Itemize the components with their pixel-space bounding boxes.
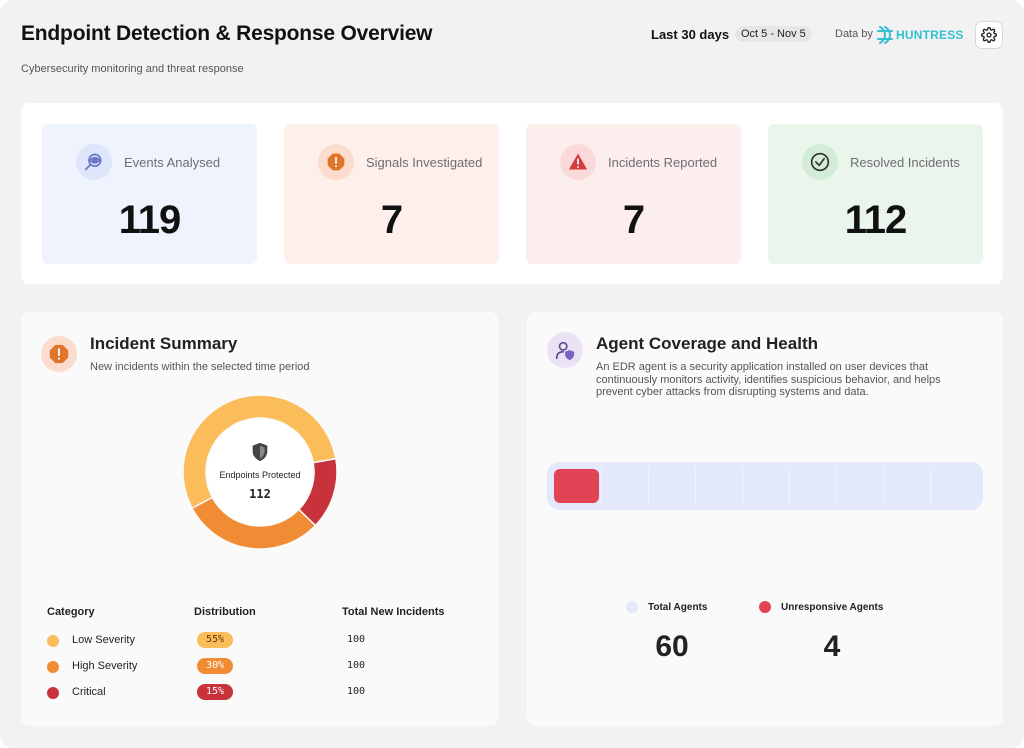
donut-center-label: Endpoints Protected: [219, 470, 301, 480]
category-label: Low Severity: [72, 634, 135, 646]
stat-card-incidents-reported: Incidents Reported 7: [526, 124, 741, 264]
coverage-tick: [742, 468, 743, 504]
data-source-label: Data by: [835, 28, 873, 40]
stat-card-events-analysed: Events Analysed 119: [42, 124, 257, 264]
legend-dot: [759, 601, 771, 613]
legend-unresponsive-agents: Unresponsive Agents: [759, 601, 883, 613]
coverage-tick: [695, 468, 696, 504]
date-range-label[interactable]: Last 30 days: [651, 27, 730, 42]
stats-panel: Events Analysed 119 Signals Investigated…: [21, 103, 1003, 284]
severity-dot: [47, 635, 59, 647]
total-value: 100: [347, 634, 366, 645]
unresponsive-agents-value: 4: [823, 630, 841, 663]
settings-button[interactable]: [975, 21, 1003, 49]
stat-label: Resolved Incidents: [850, 154, 960, 170]
huntress-logo-icon: [877, 26, 893, 44]
donut-hole: [207, 419, 313, 525]
severity-donut-chart: [183, 395, 337, 549]
incident-summary-panel: Incident Summary New incidents within th…: [21, 312, 498, 726]
donut-center-value: 112: [249, 487, 271, 501]
coverage-tick: [883, 468, 884, 504]
brand-name: HUNTRESS: [896, 28, 964, 42]
page-subtitle: Cybersecurity monitoring and threat resp…: [21, 63, 244, 75]
distribution-badge: 15%: [197, 684, 233, 700]
stat-value: 7: [622, 198, 645, 242]
unresponsive-agents-fill: [554, 469, 599, 503]
legend-label: Unresponsive Agents: [781, 601, 884, 613]
donut-slice-low-severity: [183, 395, 337, 510]
legend-label: Total Agents: [648, 601, 708, 613]
agent-coverage-bar: [547, 462, 983, 510]
stat-value: 119: [118, 198, 182, 242]
agent-coverage-description: An EDR agent is a security application i…: [596, 361, 941, 398]
agent-coverage-title: Agent Coverage and Health: [596, 334, 818, 353]
agent-coverage-panel: Agent Coverage and Health An EDR agent i…: [527, 312, 1003, 726]
page-title: Endpoint Detection & Response Overview: [21, 22, 433, 45]
shield-icon: [249, 441, 271, 468]
severity-dot: [47, 661, 59, 673]
warning-triangle-icon: [560, 144, 596, 180]
stat-card-resolved-incidents: Resolved Incidents 112: [768, 124, 983, 264]
column-header-distribution: Distribution: [194, 606, 256, 618]
stat-card-signals-investigated: Signals Investigated 7: [284, 124, 499, 264]
alert-octagon-icon: [41, 336, 77, 372]
total-agents-value: 60: [655, 630, 689, 663]
distribution-badge: 30%: [197, 658, 233, 674]
coverage-tick: [648, 468, 649, 504]
distribution-badge: 55%: [197, 632, 233, 648]
coverage-tick: [836, 468, 837, 504]
coverage-tick: [601, 468, 602, 504]
column-header-category: Category: [47, 606, 95, 618]
alert-octagon-icon: [318, 144, 354, 180]
incident-summary-description: New incidents within the selected time p…: [90, 361, 310, 373]
total-value: 100: [347, 660, 366, 671]
total-value: 100: [347, 686, 366, 697]
column-header-total: Total New Incidents: [342, 606, 445, 618]
stat-value: 7: [380, 198, 403, 242]
incident-summary-title: Incident Summary: [90, 334, 238, 353]
gear-icon: [981, 27, 997, 43]
coverage-tick: [789, 468, 790, 504]
stat-value: 112: [844, 198, 908, 242]
stat-label: Incidents Reported: [608, 154, 718, 170]
table-row: Low Severity 55% 100: [47, 630, 487, 650]
legend-total-agents: Total Agents: [626, 601, 707, 613]
severity-dot: [47, 687, 59, 699]
table-row: Critical 15% 100: [47, 682, 487, 702]
check-circle-icon: [802, 144, 838, 180]
eye-search-icon: [76, 144, 112, 180]
category-label: High Severity: [72, 660, 138, 672]
category-label: Critical: [72, 686, 106, 698]
huntress-logo: HUNTRESS: [877, 25, 964, 45]
table-row: High Severity 30% 100: [47, 656, 487, 676]
coverage-tick: [930, 468, 931, 504]
legend-dot: [626, 601, 638, 613]
date-range-pill[interactable]: Oct 5 - Nov 5: [735, 26, 812, 42]
user-shield-icon: [547, 332, 583, 368]
stat-label: Signals Investigated: [366, 154, 483, 170]
stat-label: Events Analysed: [124, 154, 221, 170]
